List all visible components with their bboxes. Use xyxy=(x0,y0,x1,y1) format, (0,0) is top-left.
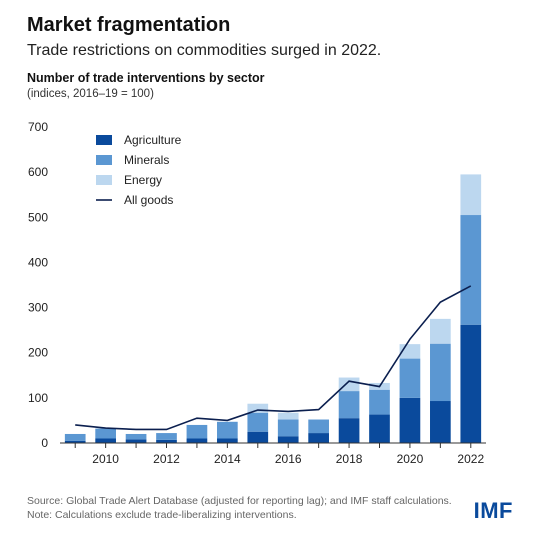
bar-minerals-2018 xyxy=(338,391,360,419)
bar-minerals-2015 xyxy=(247,412,269,432)
bar-minerals-2019 xyxy=(369,389,390,415)
legend-label-minerals: Minerals xyxy=(124,153,169,167)
legend-swatch-agriculture xyxy=(96,135,112,145)
bar-energy-2015 xyxy=(247,403,269,413)
bar-minerals-2011 xyxy=(125,433,147,440)
x-tick-label-2012: 2012 xyxy=(153,452,180,466)
bar-minerals-2021 xyxy=(430,343,451,402)
y-tick-label-100: 100 xyxy=(28,391,48,405)
bar-minerals-2014 xyxy=(217,421,238,439)
page-title: Market fragmentation xyxy=(27,14,231,36)
bar-minerals-2020 xyxy=(399,358,421,398)
bar-agriculture-2015 xyxy=(247,431,269,443)
trade-interventions-chart: 0 100 200 300 400 500 600 700 2010 2012 2014 2016 20… xyxy=(28,120,486,466)
bar-agriculture-2009 xyxy=(64,440,86,443)
y-tick-label-300: 300 xyxy=(28,301,48,315)
bar-energy-2018 xyxy=(338,377,360,392)
bar-agriculture-2021 xyxy=(430,401,451,443)
source-note: Source: Global Trade Alert Database (adj… xyxy=(27,495,452,507)
bar-minerals-2022 xyxy=(460,215,482,325)
bar-energy-2016 xyxy=(277,412,299,420)
chart-heading: Number of trade interventions by sector xyxy=(27,71,265,85)
bar-agriculture-2014 xyxy=(217,438,238,443)
legend-label-energy: Energy xyxy=(124,173,162,187)
x-tick-label-2016: 2016 xyxy=(275,452,302,466)
bar-agriculture-2018 xyxy=(338,418,360,443)
y-tick-label-700: 700 xyxy=(28,120,48,134)
x-tick-label-2020: 2020 xyxy=(397,452,424,466)
line-all-goods xyxy=(75,285,472,431)
bar-energy-2021 xyxy=(430,318,451,344)
x-tick-label-2014: 2014 xyxy=(214,452,241,466)
footer: Source: Global Trade Alert Database (adj… xyxy=(27,494,452,522)
bar-agriculture-2016 xyxy=(277,436,299,443)
bar-agriculture-2019 xyxy=(369,414,390,443)
x-tick-label-2010: 2010 xyxy=(92,452,119,466)
bar-minerals-2016 xyxy=(277,419,299,437)
bar-minerals-2013 xyxy=(186,424,208,439)
y-tick-label-600: 600 xyxy=(28,165,48,179)
bar-agriculture-2017 xyxy=(308,433,329,443)
x-tick-label-2018: 2018 xyxy=(336,452,363,466)
bar-minerals-2017 xyxy=(308,419,329,434)
y-tick-label-0: 0 xyxy=(41,436,48,450)
bar-agriculture-2011 xyxy=(125,439,147,443)
bar-agriculture-2020 xyxy=(399,397,421,443)
calculation-note: Note: Calculations exclude trade-liberal… xyxy=(27,509,297,521)
bar-minerals-2009 xyxy=(64,433,86,441)
imf-logo: IMF xyxy=(473,498,513,523)
bar-agriculture-2022 xyxy=(460,324,482,443)
bar-agriculture-2012 xyxy=(156,439,177,443)
legend-swatch-minerals xyxy=(96,155,112,165)
bar-minerals-2012 xyxy=(156,433,177,440)
page-subtitle: Trade restrictions on commodities surged… xyxy=(27,42,382,59)
y-tick-label-200: 200 xyxy=(28,346,48,360)
bar-agriculture-2013 xyxy=(186,438,208,443)
legend-label-all-goods: All goods xyxy=(124,193,173,207)
legend-swatch-energy xyxy=(96,175,112,185)
chart-note: (indices, 2016–19 = 100) xyxy=(27,88,154,100)
y-tick-label-500: 500 xyxy=(28,210,48,224)
bar-energy-2022 xyxy=(460,174,482,216)
y-tick-label-400: 400 xyxy=(28,255,48,269)
x-tick-label-2022: 2022 xyxy=(457,452,484,466)
bar-minerals-2010 xyxy=(95,428,116,439)
legend-label-agriculture: Agriculture xyxy=(124,133,182,147)
bar-agriculture-2010 xyxy=(95,438,116,443)
